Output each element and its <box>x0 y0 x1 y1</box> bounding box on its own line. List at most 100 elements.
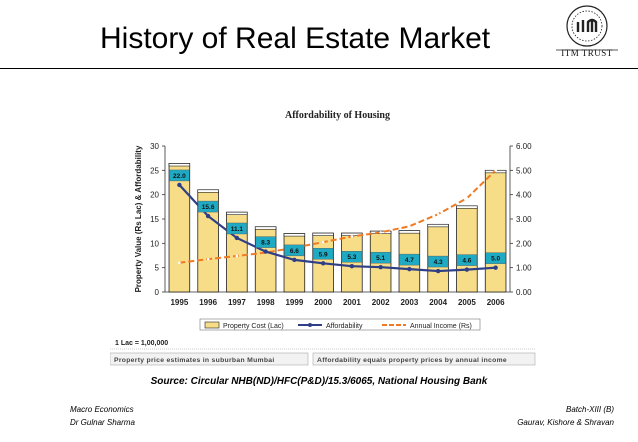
property-cost-bar-cap <box>456 205 478 209</box>
x-tick-label: 1999 <box>285 298 303 307</box>
property-cost-bar-cap <box>427 224 449 228</box>
affordability-label-box <box>341 251 363 263</box>
logo-ring-icon <box>566 5 608 47</box>
itm-logo <box>556 5 618 51</box>
annual-income-point <box>206 257 210 261</box>
legend-affordability-marker <box>308 323 312 327</box>
affordability-data-label: 15.6 <box>202 204 215 211</box>
annual-income-point <box>235 254 239 258</box>
legend-affordability: Affordability <box>326 323 363 330</box>
affordability-label-box <box>427 255 449 268</box>
x-tick-label: 1996 <box>199 298 217 307</box>
y-tick-label: 10 <box>150 239 159 248</box>
affordability-point <box>177 182 182 188</box>
title-rule <box>0 68 638 69</box>
affordability-data-label: 6.6 <box>290 248 299 255</box>
affordability-data-label: 5.1 <box>376 255 385 262</box>
y2-tick-label: 1.00 <box>516 264 532 273</box>
chart-title: Affordability of Housing <box>285 110 390 121</box>
source-citation: Source: Circular NHB(ND)/HFC(P&D)/15.3/6… <box>150 376 488 387</box>
logo-inner-ring-icon <box>571 10 603 42</box>
affordability-data-label: 4.7 <box>405 257 414 264</box>
affordability-data-label: 4.6 <box>462 258 471 265</box>
y2-tick-label: 0.00 <box>516 288 532 297</box>
x-tick-label: 2000 <box>314 298 332 307</box>
x-tick-label: 2005 <box>458 298 476 307</box>
affordability-data-label: 5.0 <box>491 256 500 263</box>
property-cost-bar <box>456 205 478 293</box>
property-cost-bar-cap <box>283 233 306 237</box>
legend-property-cost: Property Cost (Lac) <box>223 323 284 330</box>
legend-annual-income: Annual Income (Rs) <box>410 323 472 330</box>
affordability-label-box <box>169 169 190 182</box>
caption-left: Property price estimates in suburban Mum… <box>114 357 275 364</box>
annual-income-point <box>321 240 325 244</box>
y-tick-label: 15 <box>150 215 159 224</box>
y-tick-label: 30 <box>150 142 159 151</box>
affordability-point <box>292 257 297 263</box>
affordability-data-label: 5.3 <box>347 254 356 261</box>
affordability-point <box>464 267 470 272</box>
affordability-point <box>378 264 383 270</box>
annual-income-point <box>350 235 354 238</box>
x-tick-label: 2001 <box>343 298 361 307</box>
affordability-label-box <box>456 254 478 266</box>
affordability-label-box <box>255 236 276 248</box>
annual-income-point <box>465 197 469 200</box>
caption-right: Affordability equals property prices by … <box>317 357 507 364</box>
affordability-label-box <box>197 200 219 213</box>
legend-bar-swatch <box>204 321 220 329</box>
logo-monogram-icon <box>576 18 598 32</box>
property-cost-bar-cap <box>312 232 334 236</box>
affordability-data-label: 22.0 <box>173 173 186 180</box>
affordability-data-label: 8.3 <box>261 240 270 247</box>
affordability-data-label: 4.3 <box>434 259 443 266</box>
affordability-label-box <box>226 222 248 235</box>
property-cost-bar <box>283 233 306 293</box>
property-cost-bar-cap <box>197 189 219 193</box>
affordability-point <box>435 268 441 274</box>
annual-income-point <box>408 225 411 228</box>
affordability-point <box>320 261 326 266</box>
y2-tick-label: 2.00 <box>516 239 532 248</box>
x-tick-label: 2003 <box>400 298 418 307</box>
annual-income-point <box>178 261 181 265</box>
x-tick-label: 2002 <box>372 298 390 307</box>
footer-authors: Gaurav, Kishore & Shravan <box>517 418 614 427</box>
slide-title: History of Real Estate Market <box>100 22 491 55</box>
annual-income-point <box>379 231 382 234</box>
affordability-label-box <box>399 253 420 266</box>
x-tick-label: 1997 <box>228 298 246 307</box>
affordability-label-box <box>485 252 506 264</box>
x-tick-label: 1998 <box>257 298 275 307</box>
affordability-point <box>493 265 498 270</box>
logo-text: ITM TRUST <box>561 48 613 58</box>
affordability-label-box <box>312 248 334 260</box>
annual-income-point <box>494 169 497 172</box>
y-tick-label: 25 <box>150 166 159 175</box>
affordability-point <box>263 249 268 254</box>
y2-tick-label: 5.00 <box>516 166 532 175</box>
property-cost-bar-cap <box>168 163 191 167</box>
property-cost-bar <box>341 232 363 293</box>
affordability-point <box>205 213 211 219</box>
y-tick-label: 0 <box>155 288 160 297</box>
affordability-point <box>234 235 240 241</box>
unit-note: 1 Lac = 1,00,000 <box>115 340 168 347</box>
y-axis-label: Property Value (Rs Lac) & Affordability <box>134 145 143 292</box>
property-cost-bar-cap <box>254 226 277 230</box>
x-tick-label: 2006 <box>487 298 505 307</box>
caption-box-right <box>312 352 536 366</box>
x-tick-label: 1995 <box>170 298 188 307</box>
y2-axis-label: Annual Income (Rs Lac) <box>539 173 540 264</box>
affordability-point <box>349 264 355 269</box>
y2-tick-label: 4.00 <box>516 191 532 200</box>
property-cost-bar-cap <box>398 230 421 234</box>
affordability-label-box <box>370 251 391 264</box>
affordability-chart: Affordability of Housing 0 5 10 15 20 25 30 0.00… <box>110 110 540 366</box>
y2-tick-label: 3.00 <box>516 215 532 224</box>
x-tick-label: 2004 <box>429 298 447 307</box>
affordability-data-label: 11.1 <box>231 226 244 233</box>
footer-batch: Batch-XIII (B) <box>565 405 614 414</box>
footer-course: Macro Economics <box>70 405 134 414</box>
